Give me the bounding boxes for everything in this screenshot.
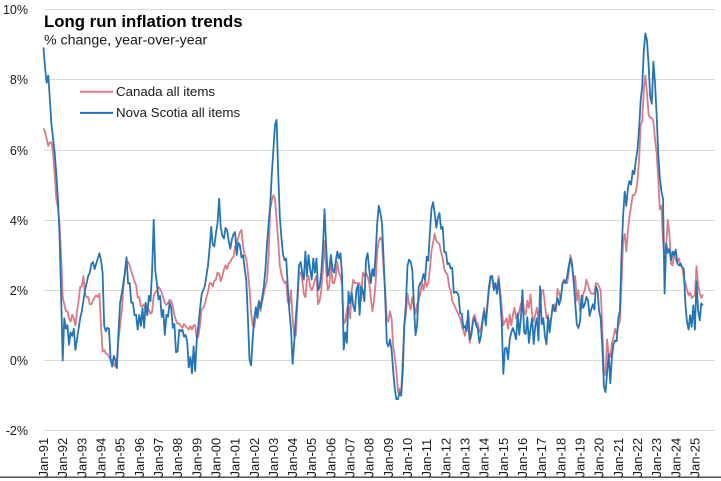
svg-text:Jan-23: Jan-23 (649, 438, 664, 478)
svg-text:2%: 2% (10, 284, 28, 298)
svg-text:Jan-20: Jan-20 (592, 438, 607, 478)
svg-text:Jan-16: Jan-16 (515, 438, 530, 478)
svg-text:Jan-12: Jan-12 (438, 438, 453, 478)
svg-text:Jan-02: Jan-02 (247, 438, 262, 478)
svg-text:% change, year-over-year: % change, year-over-year (44, 33, 208, 49)
svg-text:Long run inflation trends: Long run inflation trends (44, 12, 243, 31)
svg-text:Jan-25: Jan-25 (687, 438, 702, 478)
svg-text:6%: 6% (10, 144, 28, 158)
svg-text:Jan-91: Jan-91 (36, 438, 51, 478)
svg-text:Jan-00: Jan-00 (208, 438, 223, 478)
svg-text:Jan-94: Jan-94 (94, 438, 109, 478)
svg-text:Jan-21: Jan-21 (611, 438, 626, 478)
svg-text:Jan-92: Jan-92 (55, 438, 70, 478)
svg-text:Jan-24: Jan-24 (668, 438, 683, 478)
svg-text:Jan-97: Jan-97 (151, 438, 166, 478)
svg-text:Jan-15: Jan-15 (496, 438, 511, 478)
svg-text:Jan-01: Jan-01 (228, 438, 243, 478)
svg-text:Jan-95: Jan-95 (113, 438, 128, 478)
svg-text:Jan-05: Jan-05 (304, 438, 319, 478)
svg-text:Jan-98: Jan-98 (170, 438, 185, 478)
svg-text:Jan-14: Jan-14 (477, 438, 492, 478)
svg-text:Canada all items: Canada all items (116, 84, 215, 99)
svg-text:8%: 8% (10, 73, 28, 87)
svg-text:Jan-17: Jan-17 (534, 438, 549, 478)
svg-text:Jan-11: Jan-11 (419, 439, 434, 478)
svg-text:Jan-19: Jan-19 (573, 438, 588, 478)
svg-text:Nova Scotia all items: Nova Scotia all items (116, 105, 241, 120)
svg-text:0%: 0% (10, 354, 28, 368)
svg-text:10%: 10% (3, 3, 28, 17)
svg-text:Jan-06: Jan-06 (323, 438, 338, 478)
svg-text:Jan-04: Jan-04 (285, 438, 300, 478)
svg-text:Jan-08: Jan-08 (362, 438, 377, 478)
svg-text:Jan-13: Jan-13 (458, 438, 473, 478)
svg-text:Jan-18: Jan-18 (553, 438, 568, 478)
svg-text:Jan-93: Jan-93 (74, 438, 89, 478)
svg-text:-2%: -2% (6, 424, 28, 438)
svg-text:Jan-22: Jan-22 (630, 438, 645, 478)
svg-text:Jan-09: Jan-09 (381, 438, 396, 478)
svg-text:Jan-10: Jan-10 (400, 438, 415, 478)
svg-text:Jan-07: Jan-07 (343, 438, 358, 478)
svg-text:Jan-99: Jan-99 (189, 438, 204, 478)
svg-text:4%: 4% (10, 214, 28, 228)
svg-text:Jan-96: Jan-96 (132, 438, 147, 478)
svg-text:Jan-03: Jan-03 (266, 438, 281, 478)
